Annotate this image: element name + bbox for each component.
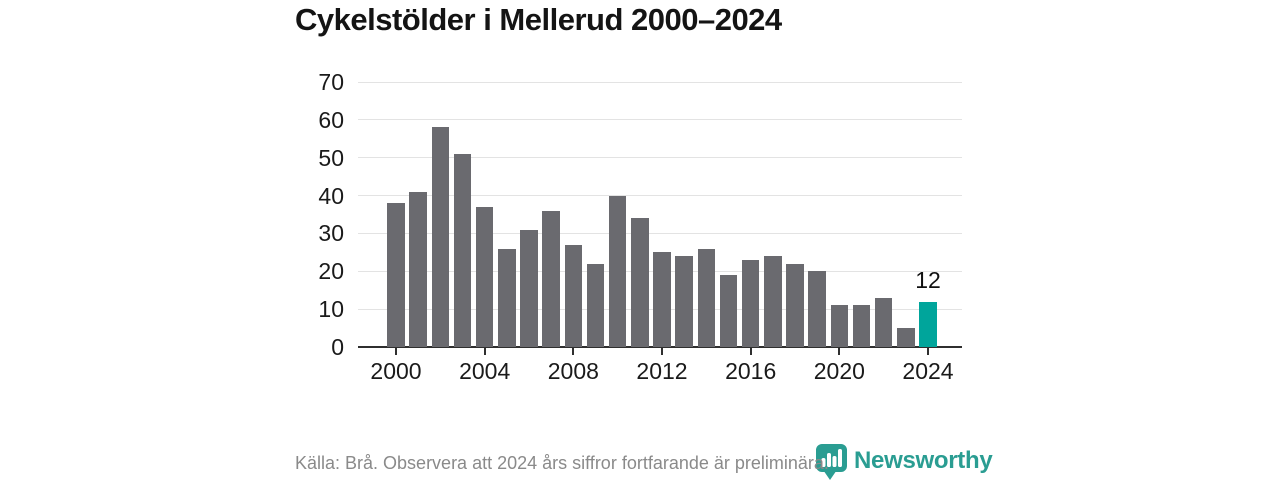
bar-2000: [387, 203, 405, 347]
y-axis-labels: 0 10 20 30 40 50 60 70: [295, 69, 344, 360]
y-axis-tick-label-20: 20: [318, 258, 344, 285]
x-axis-tick-label-2016: 2016: [725, 358, 777, 384]
chart-title: Cykelstölder i Mellerud 2000–2024: [295, 2, 782, 37]
x-axis-tick-label-2004: 2004: [459, 358, 511, 384]
y-axis-tick-label-50: 50: [318, 144, 344, 171]
x-axis-tick-label-2020: 2020: [813, 358, 865, 384]
x-axis-tick-2024: [927, 347, 929, 355]
bar-2011: [631, 218, 649, 347]
bar-2021: [852, 305, 871, 347]
bar-2005: [498, 248, 516, 347]
bar-2008: [564, 244, 583, 347]
x-axis-tick-label-2008: 2008: [547, 358, 599, 384]
gridline-y-70: [358, 81, 962, 83]
bar-2016: [741, 259, 760, 347]
y-axis-tick-label-30: 30: [318, 220, 344, 247]
bar-2002: [431, 127, 450, 347]
bar-2003: [453, 153, 472, 347]
x-axis-tick-2008: [572, 347, 575, 355]
newsworthy-logo-text: Newsworthy: [854, 447, 993, 474]
gridline-y-40: [358, 195, 962, 197]
bar-2004: [475, 206, 494, 347]
x-axis-tick-2020: [838, 347, 841, 355]
bar-2018: [786, 263, 804, 347]
x-axis-tick-label-2000: 2000: [370, 358, 422, 384]
x-axis-tick-2016: [749, 347, 752, 355]
value-label-2024: 12: [915, 266, 941, 293]
y-axis-tick-label-70: 70: [318, 69, 344, 95]
bar-2001: [409, 191, 427, 347]
bar-2022: [874, 297, 893, 347]
bar-2006: [520, 229, 538, 347]
x-axis-tick-2000: [395, 347, 397, 355]
bar-2012: [653, 252, 671, 347]
bar-2017: [764, 256, 782, 347]
bar-2015: [719, 275, 738, 347]
x-axis-tick-2012: [661, 347, 663, 355]
bar-2010: [608, 195, 627, 347]
gridline-y-50: [358, 157, 962, 159]
newsworthy-logo: Newsworthy: [815, 444, 993, 480]
y-axis-tick-label-60: 60: [318, 106, 344, 133]
y-axis-tick-label-10: 10: [318, 296, 344, 323]
newsworthy-logo-icon: [815, 444, 848, 485]
bar-chart-plot-area: 12 2000 2004 2008 2012 2016 2020 2024: [358, 81, 962, 384]
source-note: Källa: Brå. Observera att 2024 års siffr…: [295, 453, 829, 473]
bar-2013: [675, 256, 693, 347]
x-axis-tick-label-2024: 2024: [902, 358, 954, 384]
y-axis-tick-label-0: 0: [331, 334, 344, 360]
bar-2023: [897, 328, 915, 347]
gridline-y-30: [358, 232, 962, 234]
bar-2007: [542, 210, 560, 347]
y-axis-tick-label-40: 40: [318, 182, 344, 209]
bar-2024: [919, 301, 937, 347]
x-axis-tick-label-2012: 2012: [636, 358, 688, 384]
bar-2019: [808, 271, 826, 347]
bar-2020: [830, 305, 849, 347]
bar-2009: [586, 263, 605, 347]
bar-2014: [697, 248, 716, 347]
x-axis-tick-2004: [483, 347, 486, 355]
gridline-y-60: [358, 119, 962, 121]
